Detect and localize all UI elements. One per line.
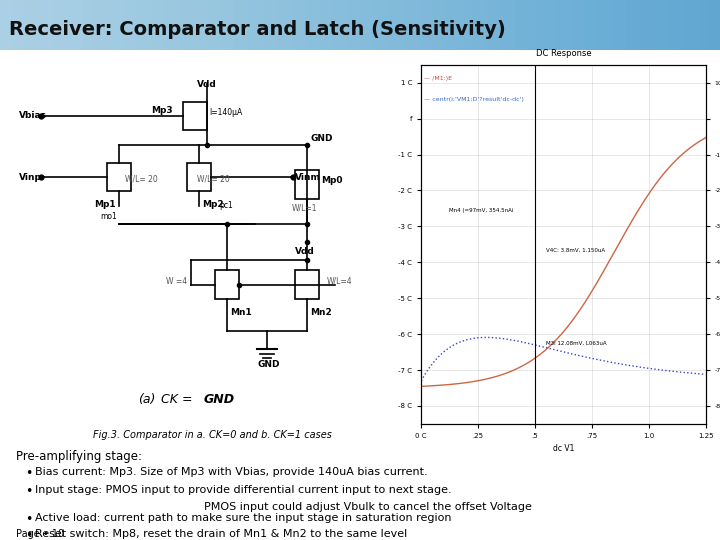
Text: Pre-amplifying stage:: Pre-amplifying stage:: [16, 450, 142, 463]
Text: Active load: current path to make sure the input stage in saturation region: Active load: current path to make sure t…: [35, 514, 452, 523]
Text: I=140μA: I=140μA: [209, 108, 242, 117]
Bar: [187, 163, 211, 191]
Bar: [295, 271, 319, 299]
Text: GND: GND: [204, 393, 235, 406]
Bar: [107, 163, 131, 191]
Bar: [215, 271, 239, 299]
Text: W/L= 20: W/L= 20: [125, 174, 158, 183]
Text: V4C: 3.8mV, 1.150uA: V4C: 3.8mV, 1.150uA: [546, 247, 606, 253]
Text: W/L=1: W/L=1: [292, 204, 318, 213]
Text: PMOS input could adjust Vbulk to cancel the offset Voltage: PMOS input could adjust Vbulk to cancel …: [163, 502, 532, 512]
Text: W/L=4: W/L=4: [327, 276, 353, 286]
Text: Bias current: Mp3. Size of Mp3 with Vbias, provide 140uA bias current.: Bias current: Mp3. Size of Mp3 with Vbia…: [35, 467, 428, 477]
Text: Mp2: Mp2: [202, 200, 224, 210]
Bar: [295, 170, 319, 199]
Text: GND: GND: [311, 134, 333, 143]
Text: Mp1: Mp1: [94, 200, 116, 210]
Text: •: •: [24, 467, 32, 480]
Text: •: •: [24, 514, 32, 526]
Text: •: •: [24, 529, 32, 540]
Text: Vdd: Vdd: [197, 80, 217, 89]
Text: pc1: pc1: [219, 201, 233, 210]
Text: Receiver: Comparator and Latch (Sensitivity): Receiver: Comparator and Latch (Sensitiv…: [9, 19, 505, 39]
Text: Mp3: Mp3: [151, 106, 173, 115]
Text: — centr(i;'VM1;D'?result'dc-dc'): — centr(i;'VM1;D'?result'dc-dc'): [424, 97, 524, 102]
Text: Vinm: Vinm: [295, 172, 321, 181]
Text: Vinp: Vinp: [19, 172, 42, 181]
Text: Vbias: Vbias: [19, 111, 48, 120]
Bar: [183, 102, 207, 130]
Text: Reset switch: Mp8, reset the drain of Mn1 & Mn2 to the same level: Reset switch: Mp8, reset the drain of Mn…: [35, 529, 408, 538]
Text: Mn1: Mn1: [230, 308, 252, 317]
Text: Fig.3. Comparator in a. CK=0 and b. CK=1 cases: Fig.3. Comparator in a. CK=0 and b. CK=1…: [93, 430, 332, 440]
Text: DC Response: DC Response: [536, 49, 591, 58]
Text: (a): (a): [138, 393, 156, 406]
Text: Input stage: PMOS input to provide differential current input to next stage.: Input stage: PMOS input to provide diffe…: [35, 485, 452, 495]
Text: Vdd: Vdd: [295, 247, 315, 256]
Text: GND: GND: [258, 360, 280, 369]
Text: Mp0: Mp0: [321, 176, 343, 185]
Text: — /M1:)E: — /M1:)E: [424, 76, 452, 80]
Text: W/L= 20: W/L= 20: [197, 174, 230, 183]
Text: Mn2: Mn2: [310, 308, 332, 317]
Text: •: •: [24, 485, 32, 498]
Text: M3i 12.08mV, L063uA: M3i 12.08mV, L063uA: [546, 341, 607, 346]
Text: mo1: mo1: [100, 212, 117, 221]
Text: W =4: W =4: [166, 276, 187, 286]
X-axis label: dc V1: dc V1: [553, 444, 574, 454]
Text: Mn4 (=97mV, 354.5nAi: Mn4 (=97mV, 354.5nAi: [449, 208, 513, 213]
Text: CK =: CK =: [161, 393, 197, 406]
Text: Page • 10: Page • 10: [16, 529, 64, 539]
